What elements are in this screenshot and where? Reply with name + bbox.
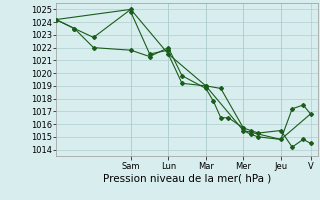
X-axis label: Pression niveau de la mer( hPa ): Pression niveau de la mer( hPa ): [103, 173, 271, 183]
